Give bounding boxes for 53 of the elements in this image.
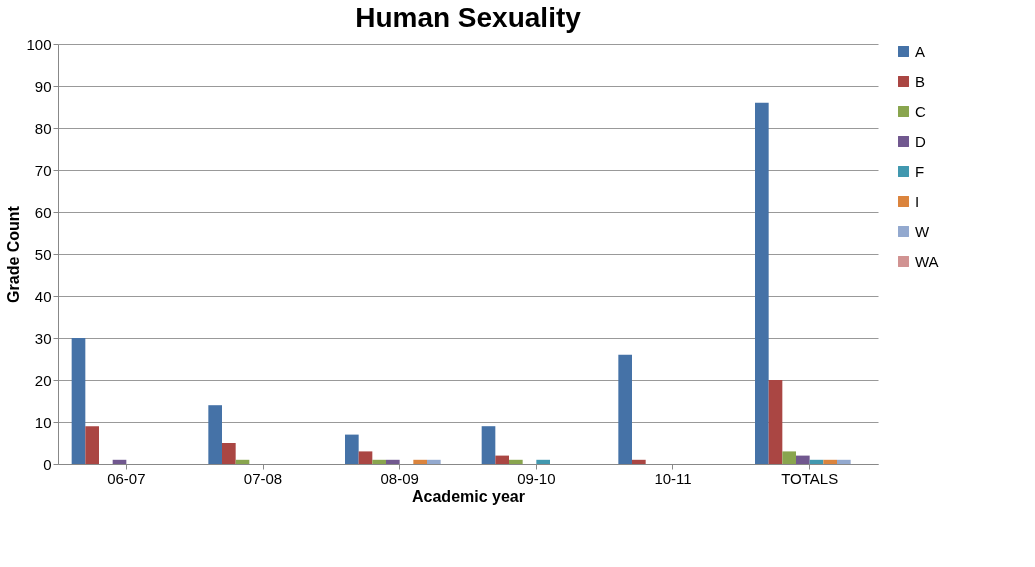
y-tick-label: 50 — [34, 245, 52, 263]
bar — [481, 426, 496, 464]
bar — [358, 451, 373, 464]
legend-label: C — [915, 102, 926, 120]
x-tick-label: 07-08 — [243, 469, 283, 487]
x-tick-label: TOTALS — [781, 469, 839, 487]
bar — [618, 354, 632, 464]
bar — [345, 434, 359, 464]
bar — [495, 455, 509, 464]
legend-label: B — [915, 72, 926, 90]
bar — [782, 451, 796, 464]
bar — [208, 405, 222, 464]
bar — [235, 459, 250, 464]
x-tick-label: 09-10 — [517, 469, 556, 487]
legend-label: W — [915, 222, 930, 240]
bar — [413, 459, 427, 464]
y-tick-label: 100 — [26, 35, 52, 53]
bar — [837, 459, 851, 464]
y-axis-title: Grade Count — [5, 205, 23, 303]
x-tick-label: 06-07 — [107, 469, 146, 487]
y-tick-label: 10 — [34, 413, 52, 431]
x-tick-label: 10-11 — [654, 469, 692, 487]
bar — [768, 380, 783, 464]
bar — [372, 459, 386, 464]
bar — [796, 455, 810, 464]
bar — [823, 459, 837, 464]
legend-label: I — [915, 192, 920, 210]
bar — [509, 459, 523, 464]
legend-label: D — [915, 132, 926, 150]
y-tick-label: 30 — [34, 329, 52, 347]
bar — [427, 459, 441, 464]
y-tick-label: 90 — [34, 77, 52, 95]
legend-label: WA — [915, 252, 939, 270]
bar — [809, 459, 824, 464]
y-tick-label: 20 — [34, 371, 52, 389]
x-tick-label: 08-09 — [380, 469, 419, 487]
bar — [222, 443, 236, 464]
y-tick-label: 0 — [43, 455, 52, 473]
bar — [85, 426, 99, 464]
bar — [536, 459, 550, 464]
bar — [112, 459, 127, 464]
y-tick-label: 80 — [34, 119, 52, 137]
bar — [71, 338, 86, 464]
bar — [386, 459, 400, 464]
legend-label: A — [915, 42, 926, 60]
y-tick-label: 60 — [34, 203, 52, 221]
chart-title: Human Sexuality — [355, 2, 582, 33]
bar — [755, 102, 769, 464]
y-tick-label: 40 — [34, 287, 52, 305]
legend-label: F — [915, 162, 925, 180]
y-tick-label: 70 — [34, 161, 52, 179]
bar — [632, 459, 646, 464]
x-axis-title: Academic year — [412, 487, 525, 505]
